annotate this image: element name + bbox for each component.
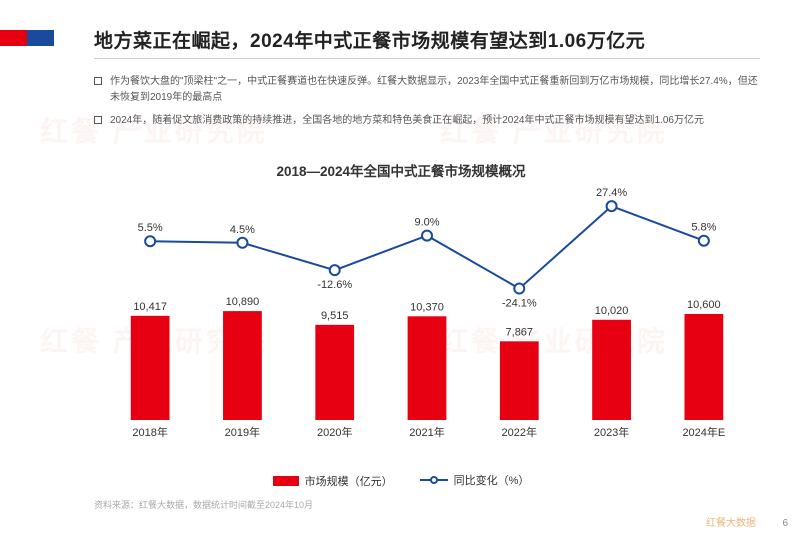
line-marker [145, 236, 155, 246]
bar-value-label: 10,890 [226, 296, 260, 308]
x-axis-label: 2021年 [409, 425, 444, 439]
bullet-item: 2024年，随着促文旅消费政策的持续推进，全国各地的地方菜和特色美食正在崛起，预… [94, 113, 760, 129]
bar [223, 311, 262, 420]
title-underline [94, 58, 760, 59]
legend-line: 同比变化（%） [420, 472, 530, 488]
line-marker [514, 284, 524, 294]
x-axis-label: 2024年E [682, 425, 725, 439]
header-accent [0, 30, 54, 46]
line-value-label: 5.8% [691, 222, 716, 234]
chart-svg: 10,417 2018年 10,890 2019年 9,515 2020年 10,370 20… [94, 188, 760, 448]
line-value-label: 4.5% [230, 224, 255, 236]
page-title: 地方菜正在崛起，2024年中式正餐市场规模有望达到1.06万亿元 [94, 26, 645, 53]
line-value-label: -12.6% [317, 279, 352, 291]
page-number: 6 [782, 518, 788, 529]
bar [315, 325, 354, 420]
bar-value-label: 10,370 [410, 301, 444, 313]
legend-bar: 市场规模（亿元） [273, 473, 393, 489]
line-marker [607, 201, 617, 211]
line-marker [237, 238, 247, 248]
x-axis-label: 2018年 [132, 425, 167, 439]
legend-line-swatch [420, 474, 448, 486]
line-marker [422, 231, 432, 241]
x-axis-label: 2022年 [502, 425, 537, 439]
bar [684, 314, 723, 420]
line-value-label: -24.1% [502, 298, 537, 310]
bar [408, 316, 447, 420]
legend: 市场规模（亿元） 同比变化（%） [0, 472, 802, 489]
x-axis-label: 2019年 [225, 425, 260, 439]
bar-value-label: 7,867 [506, 326, 534, 338]
x-axis-label: 2020年 [317, 425, 352, 439]
bar-value-label: 10,417 [133, 301, 167, 313]
source-note: 资料来源：红餐大数据，数据统计时间截至2024年10月 [94, 498, 313, 511]
line-value-label: 9.0% [414, 217, 439, 229]
chart-title: 2018—2024年全国中式正餐市场规模概况 [0, 160, 802, 180]
line-value-label: 5.5% [138, 222, 163, 234]
line-marker [699, 236, 709, 246]
bullet-marker [94, 77, 102, 85]
bullet-item: 作为餐饮大盘的"顶梁柱"之一，中式正餐赛道也在快速反弹。红餐大数据显示，2023… [94, 74, 760, 105]
line-marker [330, 265, 340, 275]
x-axis-label: 2023年 [594, 425, 629, 439]
bullet-text: 2024年，随着促文旅消费政策的持续推进，全国各地的地方菜和特色美食正在崛起，预… [110, 113, 704, 129]
footer-logo: 红餐大数据 [706, 514, 756, 529]
legend-line-label: 同比变化（%） [454, 472, 530, 488]
bullet-marker [94, 116, 102, 124]
bar-value-label: 10,020 [595, 305, 629, 317]
bar [592, 320, 631, 420]
bar [500, 341, 539, 420]
legend-bar-swatch [273, 476, 299, 486]
bullet-list: 作为餐饮大盘的"顶梁柱"之一，中式正餐赛道也在快速反弹。红餐大数据显示，2023… [94, 74, 760, 137]
line-value-label: 27.4% [596, 188, 627, 199]
legend-bar-label: 市场规模（亿元） [305, 473, 393, 489]
bar-value-label: 10,600 [687, 299, 721, 311]
chart-area: 10,417 2018年 10,890 2019年 9,515 2020年 10,370 20… [94, 188, 760, 448]
bullet-text: 作为餐饮大盘的"顶梁柱"之一，中式正餐赛道也在快速反弹。红餐大数据显示，2023… [110, 74, 760, 105]
bar [131, 316, 170, 420]
bar-value-label: 9,515 [321, 310, 349, 322]
